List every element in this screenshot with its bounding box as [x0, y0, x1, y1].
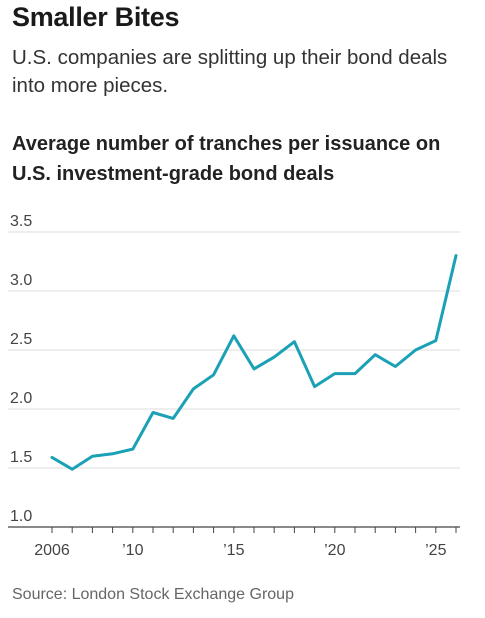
x-tick-label: ’20 [324, 542, 345, 559]
source-note: Source: London Stock Exchange Group [12, 586, 294, 603]
line-chart: 1.0 1.5 2.0 2.5 3.0 3.5 2006 ’10 ’15 ’20 ’25 [8, 213, 460, 559]
x-tick-label: ’10 [122, 542, 143, 559]
y-tick-label: 1.5 [10, 449, 32, 466]
x-tick-label: 2006 [34, 542, 70, 559]
y-tick-label: 3.5 [10, 213, 32, 230]
y-tick-label: 2.0 [10, 390, 32, 407]
y-tick-label: 3.0 [10, 272, 32, 289]
chart-dek: U.S. companies are splitting up their bo… [12, 46, 448, 97]
chart-headline: Smaller Bites [12, 2, 180, 32]
chart-title: Average number of tranches per issuance … [12, 133, 441, 185]
x-tick-label: ’25 [425, 542, 446, 559]
x-tick-label: ’15 [223, 542, 244, 559]
y-tick-label: 1.0 [10, 508, 32, 525]
y-tick-label: 2.5 [10, 331, 32, 348]
series-line [50, 254, 458, 471]
